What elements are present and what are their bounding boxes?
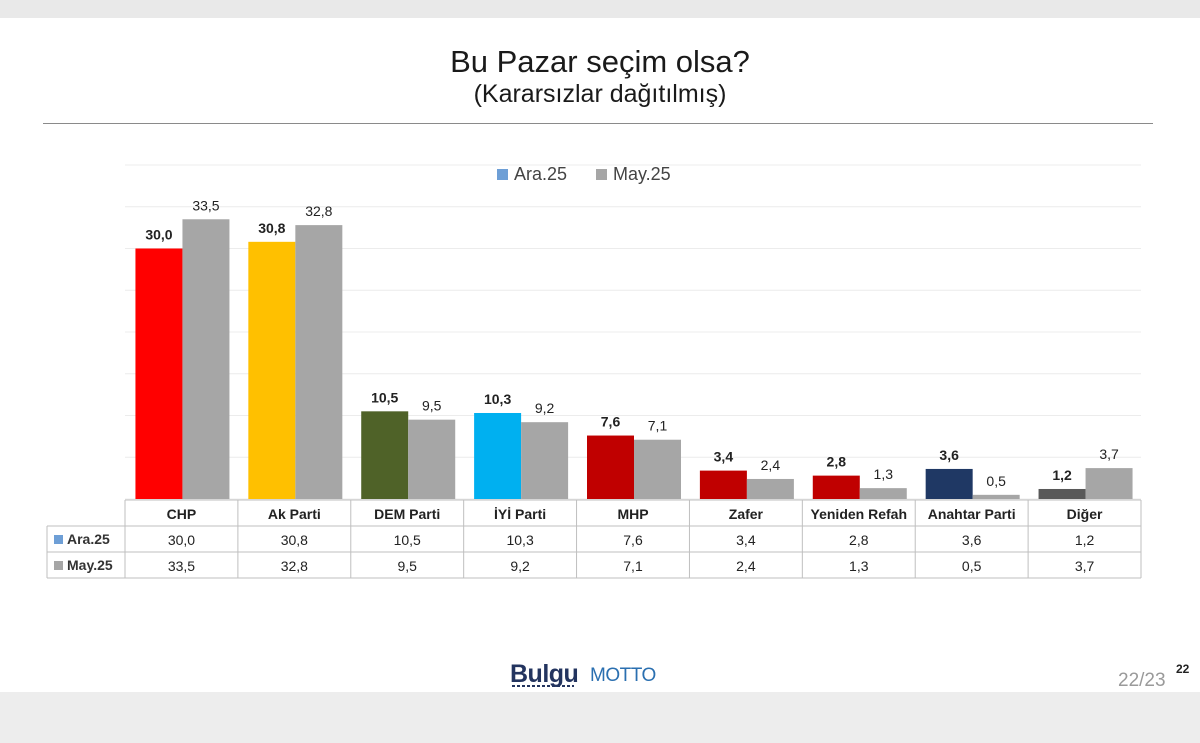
table-cell-may25: 7,1 bbox=[623, 558, 643, 574]
page-number: 22/23 bbox=[1118, 670, 1166, 691]
legend-label-may25: May.25 bbox=[613, 164, 671, 184]
data-label-ara25: 3,4 bbox=[714, 449, 734, 465]
table-swatch-ara25 bbox=[54, 535, 63, 544]
data-label-may25: 3,7 bbox=[1099, 446, 1119, 462]
bar-ara25 bbox=[135, 248, 183, 499]
table-row-header-ara25: Ara.25 bbox=[67, 531, 110, 547]
table-cell-ara25: 7,6 bbox=[623, 532, 643, 548]
data-label-ara25: 10,5 bbox=[371, 389, 398, 405]
data-label-ara25: 7,6 bbox=[601, 414, 621, 430]
category-label: Zafer bbox=[729, 506, 764, 522]
category-label: Ak Parti bbox=[268, 506, 321, 522]
data-label-may25: 2,4 bbox=[761, 457, 781, 473]
bar-may25 bbox=[408, 419, 456, 499]
bulgu-logo: Bulgu bbox=[510, 660, 579, 688]
bulgu-logo-underline bbox=[512, 685, 574, 687]
table-cell-ara25: 10,5 bbox=[394, 532, 421, 548]
data-label-may25: 33,5 bbox=[192, 197, 219, 213]
table-row-header-may25: May.25 bbox=[67, 557, 113, 573]
bar-may25 bbox=[521, 422, 569, 499]
legend-swatch-ara25 bbox=[497, 169, 508, 180]
data-label-may25: 32,8 bbox=[305, 203, 332, 219]
bar-may25 bbox=[972, 494, 1020, 499]
table-cell-ara25: 3,4 bbox=[736, 532, 756, 548]
table-cell-may25: 1,3 bbox=[849, 558, 869, 574]
category-label: MHP bbox=[617, 506, 648, 522]
bar-ara25 bbox=[812, 475, 860, 499]
category-label: Yeniden Refah bbox=[811, 506, 907, 522]
chart-title: Bu Pazar seçim olsa? bbox=[450, 44, 750, 79]
data-label-may25: 0,5 bbox=[986, 473, 1006, 489]
category-label: DEM Parti bbox=[374, 506, 440, 522]
table-cell-may25: 33,5 bbox=[168, 558, 195, 574]
bar-ara25 bbox=[925, 468, 973, 499]
table-cell-ara25: 30,8 bbox=[281, 532, 308, 548]
data-label-ara25: 30,0 bbox=[145, 227, 172, 243]
bar-ara25 bbox=[474, 412, 522, 499]
table-cell-ara25: 3,6 bbox=[962, 532, 982, 548]
bar-may25 bbox=[634, 439, 681, 499]
category-label: İYİ Parti bbox=[494, 506, 546, 522]
data-label-may25: 7,1 bbox=[648, 418, 668, 434]
table-cell-may25: 3,7 bbox=[1075, 558, 1095, 574]
bar-ara25 bbox=[587, 435, 634, 499]
data-label-may25: 9,5 bbox=[422, 398, 442, 414]
table-cell-ara25: 30,0 bbox=[168, 532, 195, 548]
bar-ara25 bbox=[361, 411, 409, 499]
bar-may25 bbox=[1085, 468, 1133, 499]
bar-ara25 bbox=[699, 470, 747, 499]
table-cell-ara25: 2,8 bbox=[849, 532, 869, 548]
motto-logo: MOTTO bbox=[590, 665, 656, 686]
data-label-ara25: 10,3 bbox=[484, 391, 511, 407]
category-label: Anahtar Parti bbox=[928, 506, 1016, 522]
data-label-ara25: 3,6 bbox=[939, 447, 959, 463]
page-superscript: 22 bbox=[1176, 662, 1190, 676]
data-label-may25: 9,2 bbox=[535, 400, 555, 416]
bar-may25 bbox=[859, 488, 907, 499]
bar-ara25 bbox=[1038, 488, 1086, 499]
legend-swatch-may25 bbox=[596, 169, 607, 180]
legend-label-ara25: Ara.25 bbox=[514, 164, 567, 184]
table-cell-may25: 2,4 bbox=[736, 558, 756, 574]
bar-ara25 bbox=[248, 241, 296, 499]
table-cell-ara25: 1,2 bbox=[1075, 532, 1095, 548]
title-divider bbox=[43, 123, 1153, 124]
bar-may25 bbox=[746, 478, 794, 499]
data-label-ara25: 1,2 bbox=[1052, 467, 1072, 483]
chart-subtitle: (Kararsızlar dağıtılmış) bbox=[473, 80, 727, 108]
data-label-ara25: 30,8 bbox=[258, 220, 285, 236]
data-label-ara25: 2,8 bbox=[827, 454, 847, 470]
data-label-may25: 1,3 bbox=[874, 466, 894, 482]
table-swatch-may25 bbox=[54, 561, 63, 570]
category-label: Diğer bbox=[1067, 506, 1103, 522]
category-label: CHP bbox=[167, 506, 197, 522]
table-cell-may25: 32,8 bbox=[281, 558, 308, 574]
bar-may25 bbox=[295, 225, 343, 499]
table-cell-may25: 0,5 bbox=[962, 558, 982, 574]
bar-may25 bbox=[182, 219, 230, 499]
table-cell-may25: 9,2 bbox=[510, 558, 530, 574]
table-cell-ara25: 10,3 bbox=[506, 532, 533, 548]
bottom-band bbox=[0, 692, 1200, 743]
table-cell-may25: 9,5 bbox=[397, 558, 417, 574]
